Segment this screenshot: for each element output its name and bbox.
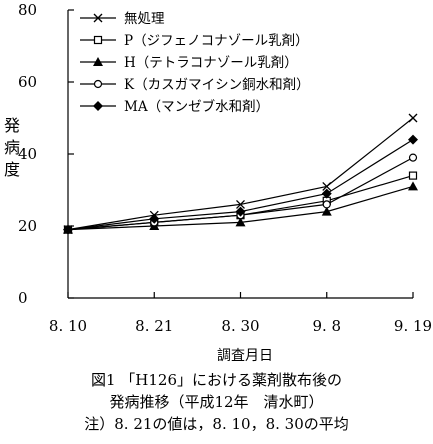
legend-marker — [93, 79, 103, 89]
legend-label: 無処理 — [124, 11, 165, 27]
series-group — [63, 113, 418, 235]
data-point — [408, 113, 418, 123]
y-tick-label: 0 — [18, 289, 28, 307]
data-point — [322, 181, 332, 191]
data-point — [321, 188, 332, 199]
marker-stroke — [322, 181, 332, 191]
data-point — [149, 213, 160, 224]
x-tick-label: 9. 8 — [312, 317, 341, 335]
y-tick-label: 40 — [18, 145, 37, 163]
legend-label: K（カスガマイシン銅水和剤） — [124, 77, 310, 93]
legend-item-4: K（カスガマイシン銅水和剤） — [80, 77, 310, 93]
legend-marker — [93, 35, 103, 45]
data-point — [408, 181, 418, 191]
axes: 0 20 40 60 80 8. 10 8. 21 8. 30 9. 8 9. 19 — [18, 1, 432, 335]
y-axis-label-char: 発 — [3, 116, 20, 135]
caption-line-2: 発病推移（平成12年 清水町） — [109, 393, 324, 411]
legend-item-3: H（テトラコナゾール乳剤） — [80, 55, 298, 71]
legend-item-2: P（ジフェノコナゾール乳剤） — [80, 33, 309, 49]
x-tick-label: 8. 10 — [49, 317, 87, 335]
x-tick-label: 8. 30 — [221, 317, 259, 335]
x-tick-label: 8. 21 — [135, 317, 173, 335]
caption-line-3: 注）8. 21の値は，8. 10，8. 30の平均 — [84, 415, 349, 433]
caption-line-1: 図1 「H126」における薬剤散布後の — [90, 371, 343, 389]
legend-marker — [93, 13, 103, 23]
data-point — [408, 171, 418, 180]
marker-stroke — [236, 199, 245, 209]
y-tick-label: 80 — [18, 1, 37, 19]
data-point — [408, 134, 418, 145]
legend-marker — [93, 57, 103, 66]
marker-stroke — [408, 113, 418, 123]
data-point — [235, 217, 246, 227]
data-point — [235, 206, 246, 217]
y-axis-label-char: 病 — [3, 138, 20, 157]
data-point — [63, 224, 73, 235]
legend-item-1: 無処理 — [80, 11, 165, 27]
data-point — [236, 199, 245, 209]
y-tick-label: 60 — [18, 73, 37, 91]
x-tick-label: 9. 19 — [394, 317, 432, 335]
data-point — [408, 153, 418, 162]
series-5 — [63, 134, 418, 235]
x-axis-label: 調査月日 — [217, 348, 273, 364]
legend-item-5: MA（マンゼブ水和剤） — [80, 98, 269, 115]
legend-label: H（テトラコナゾール乳剤） — [124, 55, 298, 71]
marker-stroke — [93, 13, 103, 23]
data-point — [322, 200, 331, 209]
legend: 無処理 P（ジフェノコナゾール乳剤） H（テトラコナゾール乳剤） K（カスガマイシン銅… — [80, 11, 310, 115]
data-point — [321, 206, 332, 216]
legend-label: P（ジフェノコナゾール乳剤） — [124, 33, 309, 49]
legend-label: MA（マンゼブ水和剤） — [124, 98, 269, 115]
y-tick-label: 20 — [18, 217, 37, 235]
legend-marker — [93, 101, 103, 111]
y-axis-label-char: 度 — [3, 160, 20, 179]
